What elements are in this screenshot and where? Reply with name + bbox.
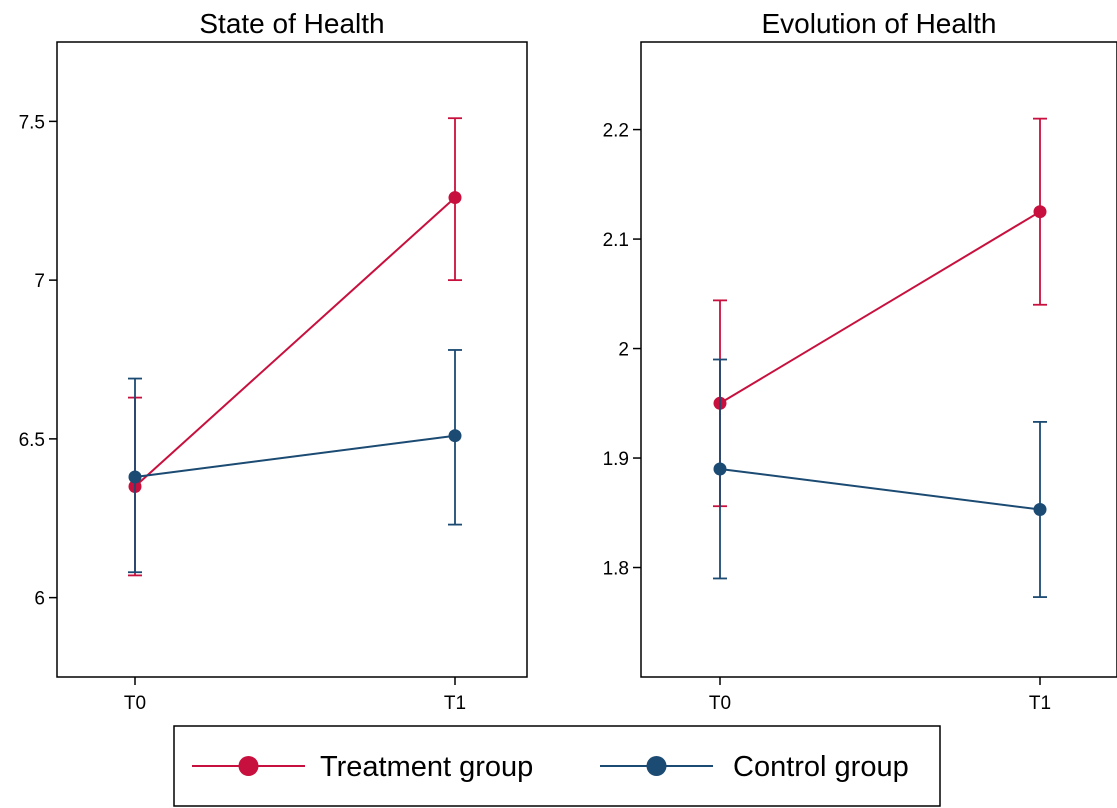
state-of-health-control-group-line [134,434,456,478]
state-of-health-panel: State of Health 6 6.5 7 7.5 T0 T1 [19,8,528,714]
state-of-health-treatment-group-line [134,196,456,488]
evolution-of-health-control-group-point [1033,502,1047,516]
evolution-of-health-ytick-label: 2 [618,340,629,361]
state-of-health-ytick-label: 7.5 [19,112,45,133]
state-of-health-title: State of Health [199,8,384,39]
state-of-health-ytick-label: 6 [34,589,45,610]
evolution-of-health-panel: Evolution of Health 1.8 1.9 2 2.1 2.2 T0 T1 [603,8,1117,714]
evolution-of-health-treatment-group-line [719,210,1041,405]
state-of-health-control-group-point [128,470,142,484]
state-of-health-ytick-label: 6.5 [19,430,45,451]
state-of-health-xtick-label: T1 [444,693,466,714]
evolution-of-health-ytick-label: 1.9 [603,449,629,470]
evolution-of-health-treatment-group-point [1033,205,1047,219]
legend-treatment-group-label: Treatment group [320,751,533,783]
evolution-of-health-control-group-point [713,462,727,476]
evolution-of-health-xtick-label: T1 [1029,693,1051,714]
legend-control-group-swatch-marker [646,756,667,776]
evolution-of-health-control-group-line [719,467,1041,511]
legend-control-group-label: Control group [733,751,909,783]
evolution-of-health-ytick-label: 2.1 [603,230,629,251]
legend-treatment-group-swatch-marker [238,756,259,776]
evolution-of-health-plot-frame [640,41,1117,678]
evolution-of-health-ytick-label: 1.8 [603,559,629,580]
state-of-health-treatment-group-point [448,191,462,205]
state-of-health-ytick-label: 7 [34,271,45,292]
state-of-health-plot-frame [56,41,528,678]
evolution-of-health-ytick-label: 2.2 [603,121,629,142]
evolution-of-health-title: Evolution of Health [761,8,996,39]
state-of-health-control-group-point [448,429,462,443]
state-of-health-xtick-label: T0 [124,693,146,714]
legend: Treatment group Control group [173,725,941,807]
evolution-of-health-xtick-label: T0 [709,693,731,714]
